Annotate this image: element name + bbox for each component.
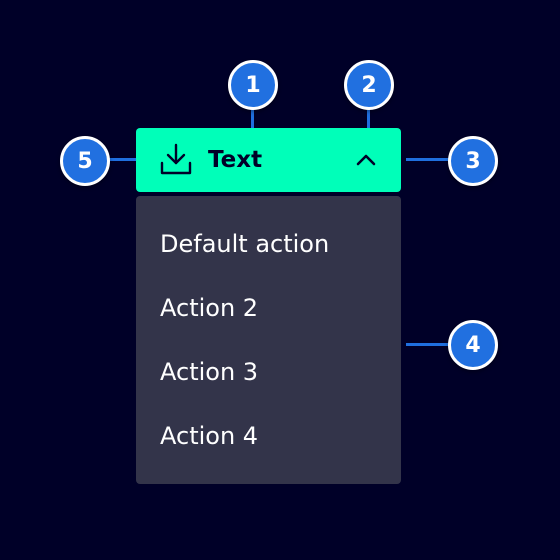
callout-1: 1 — [228, 60, 278, 110]
menu-item-default-action[interactable]: Default action — [160, 230, 330, 258]
callout-5: 5 — [60, 136, 110, 186]
dropdown-menu: Default action Action 2 Action 3 Action … — [136, 196, 401, 484]
menu-item-action-2[interactable]: Action 2 — [160, 294, 259, 322]
leader-line-3 — [406, 158, 451, 161]
leader-line-4 — [406, 343, 451, 346]
button-label: Text — [208, 147, 263, 173]
menu-item-action-4[interactable]: Action 4 — [160, 422, 259, 450]
leader-line-1 — [251, 100, 254, 141]
callout-4: 4 — [448, 320, 498, 370]
callout-2: 2 — [344, 60, 394, 110]
chevron-up-icon[interactable] — [354, 148, 378, 172]
split-button[interactable]: Text — [136, 128, 401, 192]
download-icon — [160, 143, 192, 175]
callout-3: 3 — [448, 136, 498, 186]
leader-line-2 — [367, 100, 370, 141]
leader-line-5 — [108, 158, 138, 161]
menu-item-action-3[interactable]: Action 3 — [160, 358, 259, 386]
